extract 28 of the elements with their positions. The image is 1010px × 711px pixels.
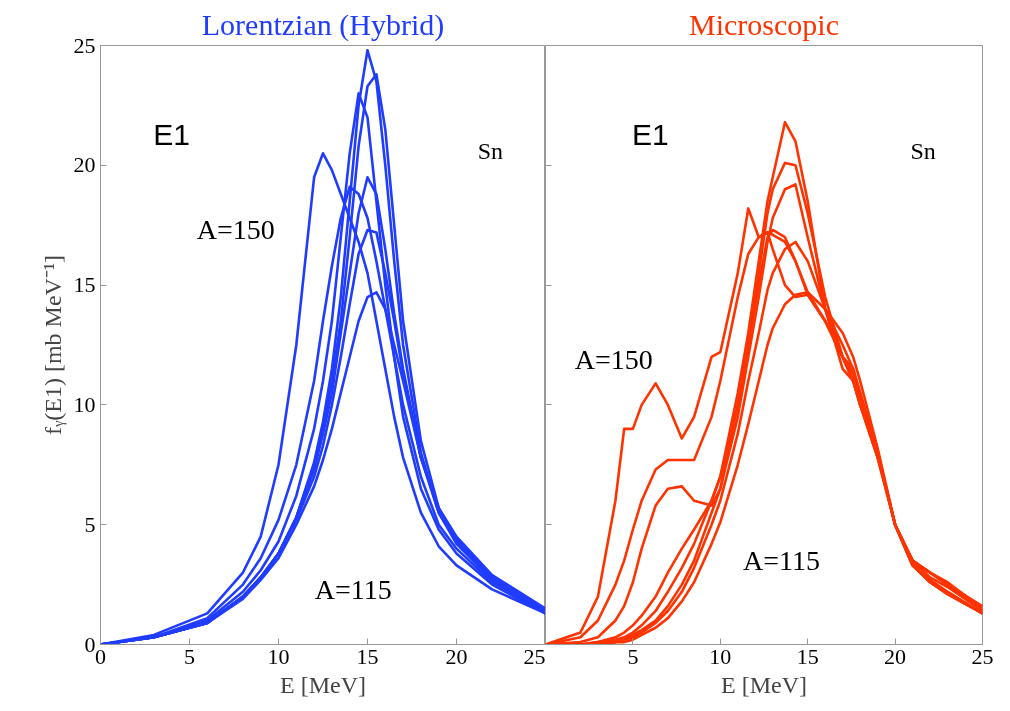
annotation: A=115 [314,573,392,605]
x-tick-label: 15 [796,643,819,669]
x-tick-label: 20 [445,643,468,669]
x-tick-label: 5 [184,643,195,669]
y-axis-title: fᵧ(E1) [mb MeV⁻¹] [39,254,67,436]
annotation: E1 [153,117,191,151]
annotation: Sn [910,137,936,164]
chart-title: Lorentzian (Hybrid) [201,7,445,42]
annotation: A=115 [742,545,820,577]
x-tick-label: 20 [884,643,907,669]
x-tick-label: 10 [709,643,732,669]
x-axis-title: E [MeV] [721,671,807,698]
x-tick-label: 25 [971,643,994,669]
y-tick-label: 15 [73,272,96,298]
y-tick-label: 10 [73,391,96,417]
annotation: Sn [477,137,504,164]
annotation: A=150 [574,343,653,375]
x-tick-label: 10 [267,643,290,669]
y-tick-label: 5 [84,511,96,537]
y-tick-label: 20 [73,152,96,178]
x-axis-title: E [MeV] [280,671,366,698]
y-tick-label: 25 [73,32,96,58]
x-tick-label: 5 [627,643,639,669]
annotation: A=150 [196,214,275,246]
annotation: E1 [632,117,669,151]
x-tick-label: 15 [356,643,379,669]
chart-title: Microscopic [689,7,839,41]
x-tick-label: 25 [523,643,546,669]
